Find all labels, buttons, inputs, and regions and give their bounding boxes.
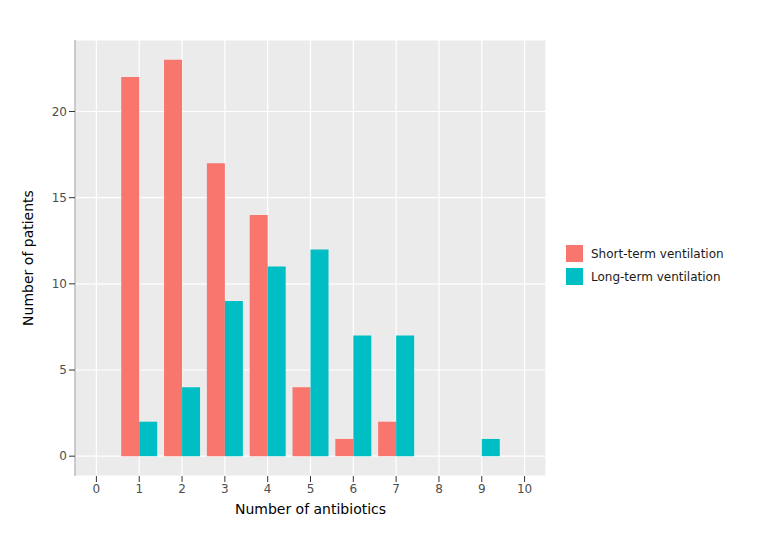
svg-text:8: 8 xyxy=(435,482,443,496)
svg-text:Number of patients: Number of patients xyxy=(20,190,36,326)
svg-text:Number of antibiotics: Number of antibiotics xyxy=(235,501,386,517)
svg-text:0: 0 xyxy=(93,482,101,496)
svg-text:20: 20 xyxy=(52,105,67,119)
svg-text:0: 0 xyxy=(59,449,67,463)
html-text:Short-term ventilation: Short-term ventilation xyxy=(591,246,724,261)
svg-text:2: 2 xyxy=(178,482,186,496)
svg-text:10: 10 xyxy=(517,482,532,496)
svg-text:4: 4 xyxy=(264,482,272,496)
svg-text:15: 15 xyxy=(52,191,67,205)
svg-text:3: 3 xyxy=(221,482,229,496)
svg-text:7: 7 xyxy=(392,482,400,496)
svg-text:6: 6 xyxy=(349,482,357,496)
svg-text:5: 5 xyxy=(307,482,315,496)
svg-text:9: 9 xyxy=(478,482,486,496)
svg-text:1: 1 xyxy=(135,482,143,496)
svg-text:5: 5 xyxy=(59,363,67,377)
html-text:Long-term ventilation: Long-term ventilation xyxy=(591,269,721,284)
svg-text:10: 10 xyxy=(52,277,67,291)
